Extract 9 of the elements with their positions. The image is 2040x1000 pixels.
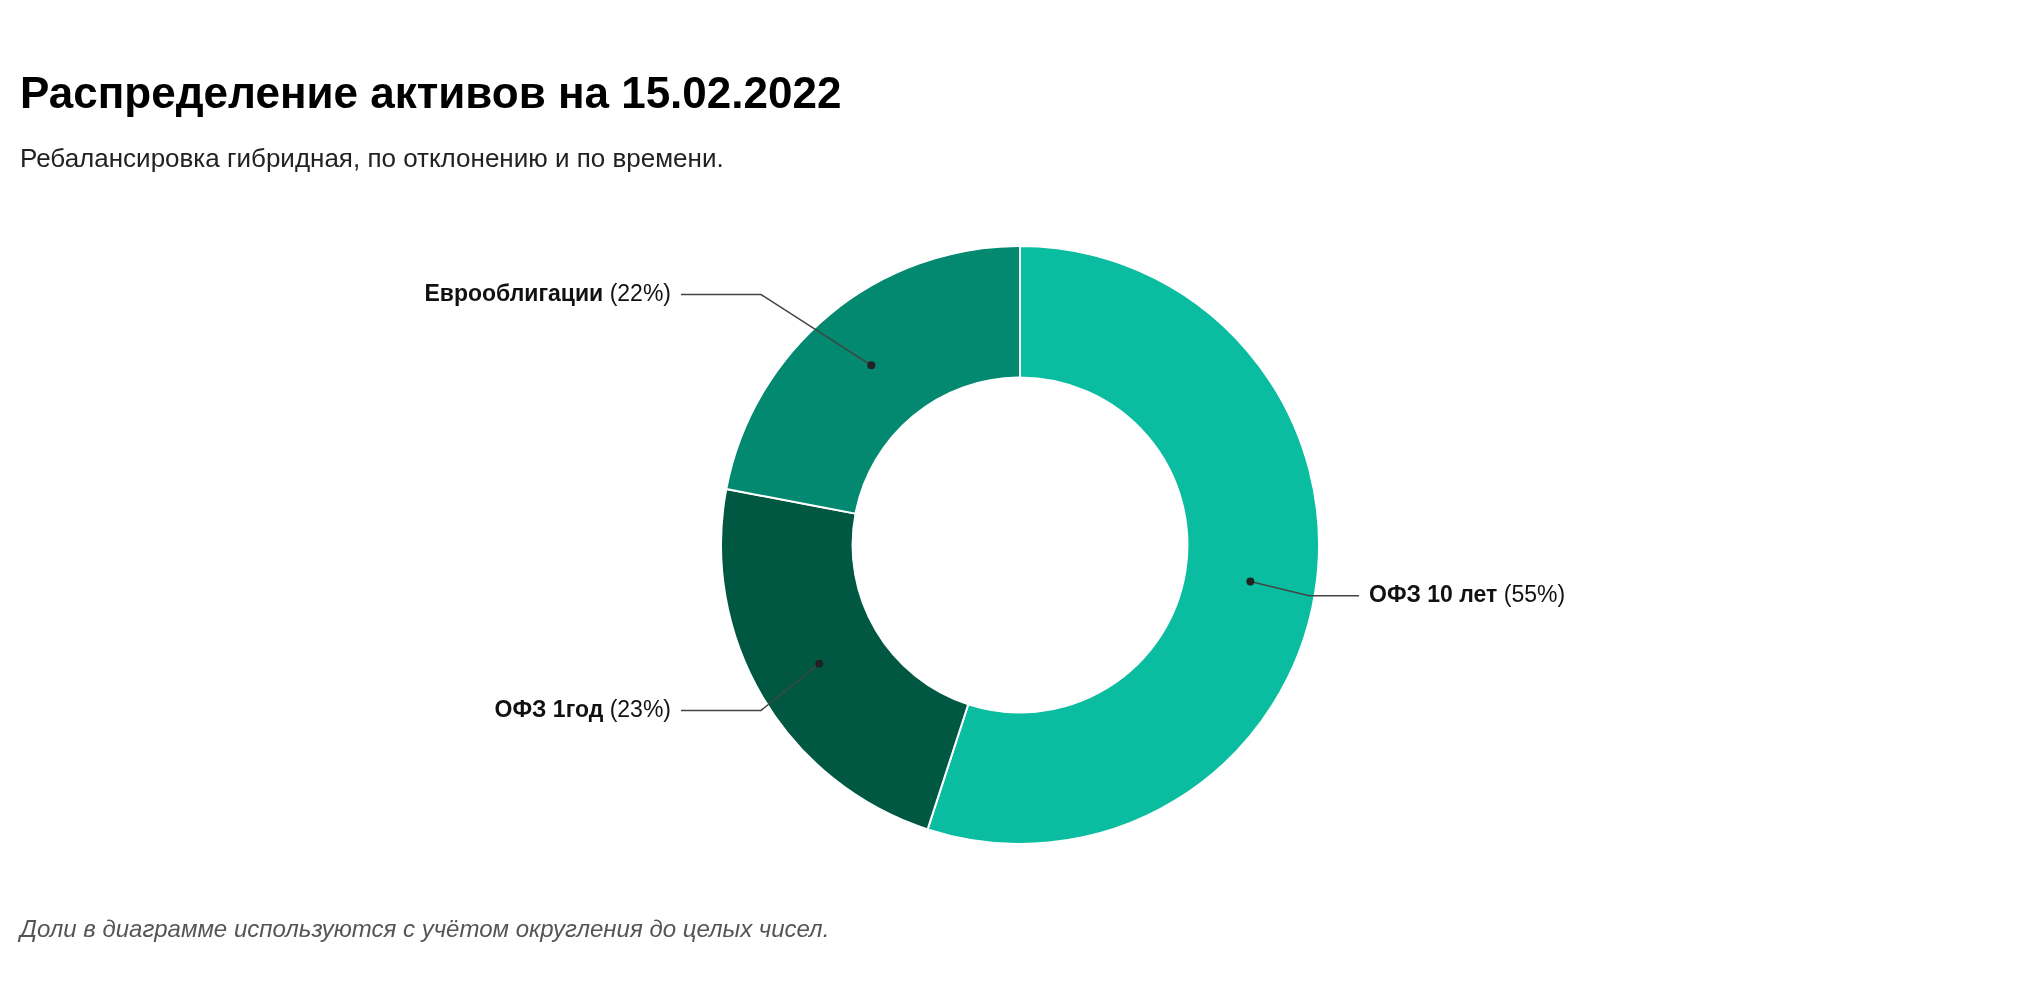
data-label: (55%) bbox=[1503, 581, 1566, 608]
slice-label: ОФЗ 1год bbox=[494, 695, 604, 722]
text: Доли в диаграмме используются с учётом округления до целых чисел. bbox=[20, 915, 830, 943]
chart-title: Распределение активов на 15.02.2022 bbox=[20, 68, 842, 118]
chart-subtitle: Ребалансировка гибридная, по отклонению и по времени. bbox=[20, 143, 724, 174]
data-label: (22%) bbox=[609, 279, 672, 306]
slice-label: Еврооблигации bbox=[424, 279, 604, 306]
data-label: (23%) bbox=[609, 695, 672, 722]
slice-label: ОФЗ 10 лет bbox=[1369, 581, 1498, 608]
